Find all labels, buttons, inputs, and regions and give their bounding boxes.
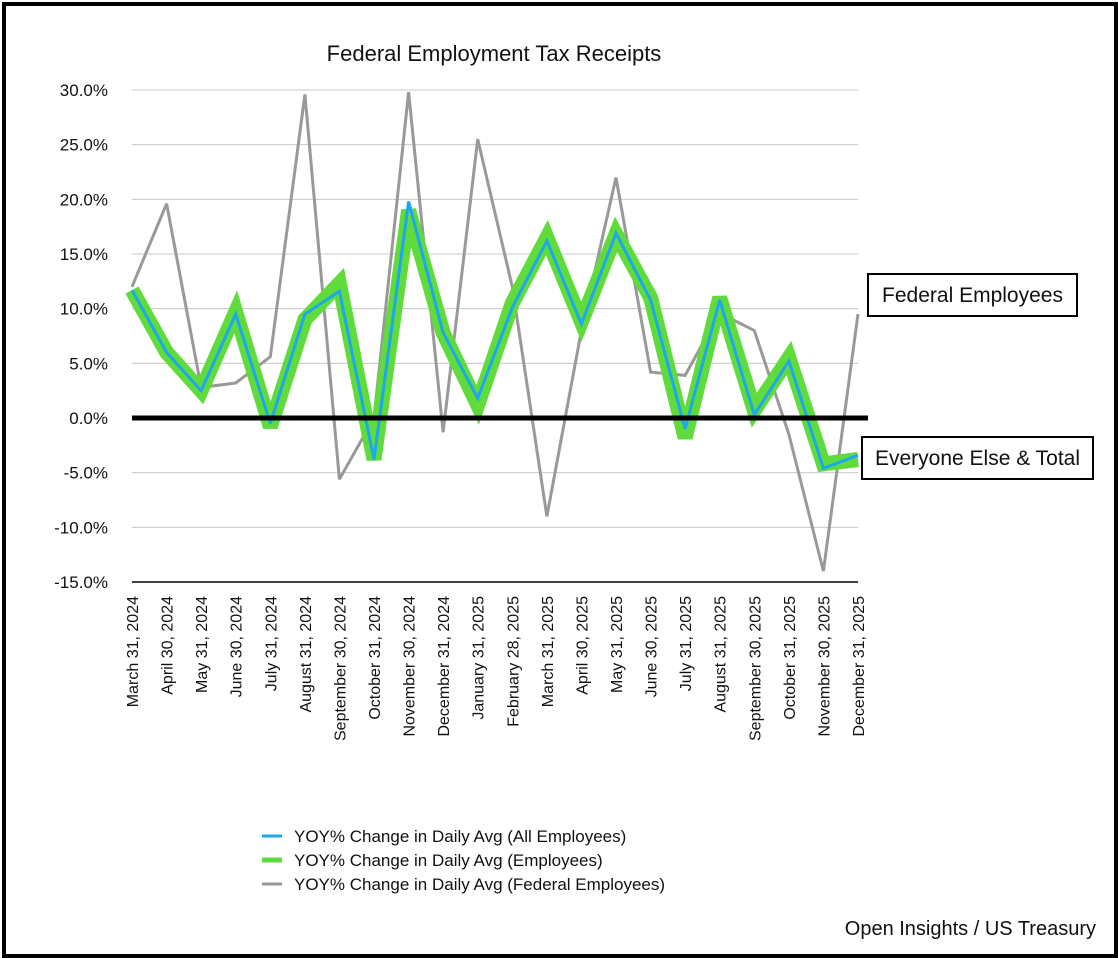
x-tick-label: September 30, 2025 (747, 596, 764, 741)
x-tick-label: April 30, 2025 (574, 596, 591, 695)
x-tick-label: October 31, 2025 (782, 596, 799, 720)
x-tick-label: April 30, 2024 (160, 596, 177, 695)
x-tick-label: December 31, 2025 (851, 596, 868, 737)
x-tick-label: May 31, 2025 (609, 596, 626, 693)
x-tick-label: August 31, 2024 (298, 596, 315, 713)
source-credit: Open Insights / US Treasury (845, 918, 1096, 940)
y-tick-label: 30.0% (60, 81, 108, 100)
x-tick-label: February 28, 2025 (505, 596, 522, 727)
legend-label: YOY% Change in Daily Avg (All Employees) (294, 827, 626, 846)
legend-label: YOY% Change in Daily Avg (Federal Employ… (294, 875, 665, 894)
x-tick-label: December 31, 2024 (436, 596, 453, 737)
y-tick-label: -15.0% (54, 573, 108, 592)
y-tick-label: 25.0% (60, 136, 108, 155)
series-line-employees (125, 208, 859, 473)
x-tick-label: November 30, 2025 (816, 596, 833, 737)
callout-everyone-else-label: Everyone Else & Total (875, 447, 1080, 470)
y-tick-label: -10.0% (54, 518, 108, 537)
legend: YOY% Change in Daily Avg (All Employees)… (262, 827, 665, 894)
y-axis-ticks: 30.0% 25.0% 20.0% 15.0% 10.0% 5.0% 0.0% -5.0% -1… (54, 81, 108, 592)
y-tick-label: -5.0% (64, 464, 108, 483)
x-tick-label: October 31, 2024 (367, 596, 384, 720)
callouts: Federal Employees Everyone Else & Total (861, 273, 1094, 480)
x-tick-label: November 30, 2024 (402, 596, 419, 737)
y-tick-label: 10.0% (60, 300, 108, 319)
legend-label: YOY% Change in Daily Avg (Employees) (294, 851, 603, 870)
y-tick-label: 15.0% (60, 245, 108, 264)
x-tick-label: January 31, 2025 (471, 596, 488, 720)
x-tick-label: March 31, 2025 (540, 596, 557, 707)
chart-title: Federal Employment Tax Receipts (327, 41, 662, 66)
callout-federal-employees-box (867, 273, 1078, 317)
y-tick-label: 0.0% (69, 409, 108, 428)
series-layer (125, 92, 860, 572)
x-tick-label: June 30, 2024 (229, 596, 246, 698)
x-tick-label: July 31, 2024 (263, 596, 280, 691)
x-tick-label: August 31, 2025 (713, 596, 730, 713)
y-tick-label: 20.0% (60, 190, 108, 209)
x-tick-label: June 30, 2025 (644, 596, 661, 698)
callout-federal-employees-label: Federal Employees (882, 284, 1063, 307)
series-line-all-employees (130, 201, 859, 471)
x-axis-ticks: March 31, 2024 April 30, 2024 May 31, 2024… (125, 596, 868, 741)
x-tick-label: May 31, 2024 (194, 596, 211, 693)
y-tick-label: 5.0% (69, 354, 108, 373)
callout-everyone-else-box (861, 436, 1094, 480)
x-tick-label: March 31, 2024 (125, 596, 142, 707)
x-tick-label: July 31, 2025 (678, 596, 695, 691)
x-tick-label: September 30, 2024 (332, 596, 349, 741)
